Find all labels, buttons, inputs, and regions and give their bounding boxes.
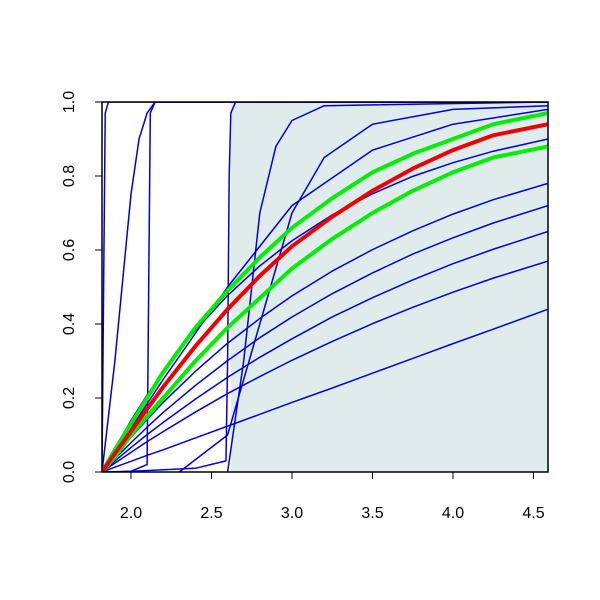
x-tick-label: 4.0 <box>442 505 464 522</box>
curve <box>178 104 548 472</box>
y-tick-label: 0.4 <box>61 313 78 335</box>
curve <box>102 308 548 472</box>
curve <box>226 102 548 472</box>
x-tick-label: 3.0 <box>281 505 303 522</box>
curve <box>102 102 548 472</box>
y-tick-label: 0.8 <box>61 165 78 187</box>
x-tick-label: 3.5 <box>361 505 383 522</box>
curve <box>102 260 548 472</box>
curve <box>102 204 548 472</box>
curve <box>114 102 548 472</box>
curve <box>102 111 548 472</box>
y-tick-label: 0.6 <box>61 239 78 261</box>
x-tick-label: 2.5 <box>200 505 222 522</box>
curve <box>102 122 548 472</box>
y-tick-label: 0.2 <box>61 387 78 409</box>
curve <box>102 144 548 472</box>
y-tick-label: 0.0 <box>61 461 78 483</box>
plot-border <box>101 101 549 473</box>
x-tick-label: 2.0 <box>120 505 142 522</box>
curve <box>102 108 548 472</box>
y-tick-label: 1.0 <box>61 91 78 113</box>
curve <box>102 102 548 472</box>
x-tick-label: 4.5 <box>522 505 544 522</box>
curve <box>102 230 548 472</box>
